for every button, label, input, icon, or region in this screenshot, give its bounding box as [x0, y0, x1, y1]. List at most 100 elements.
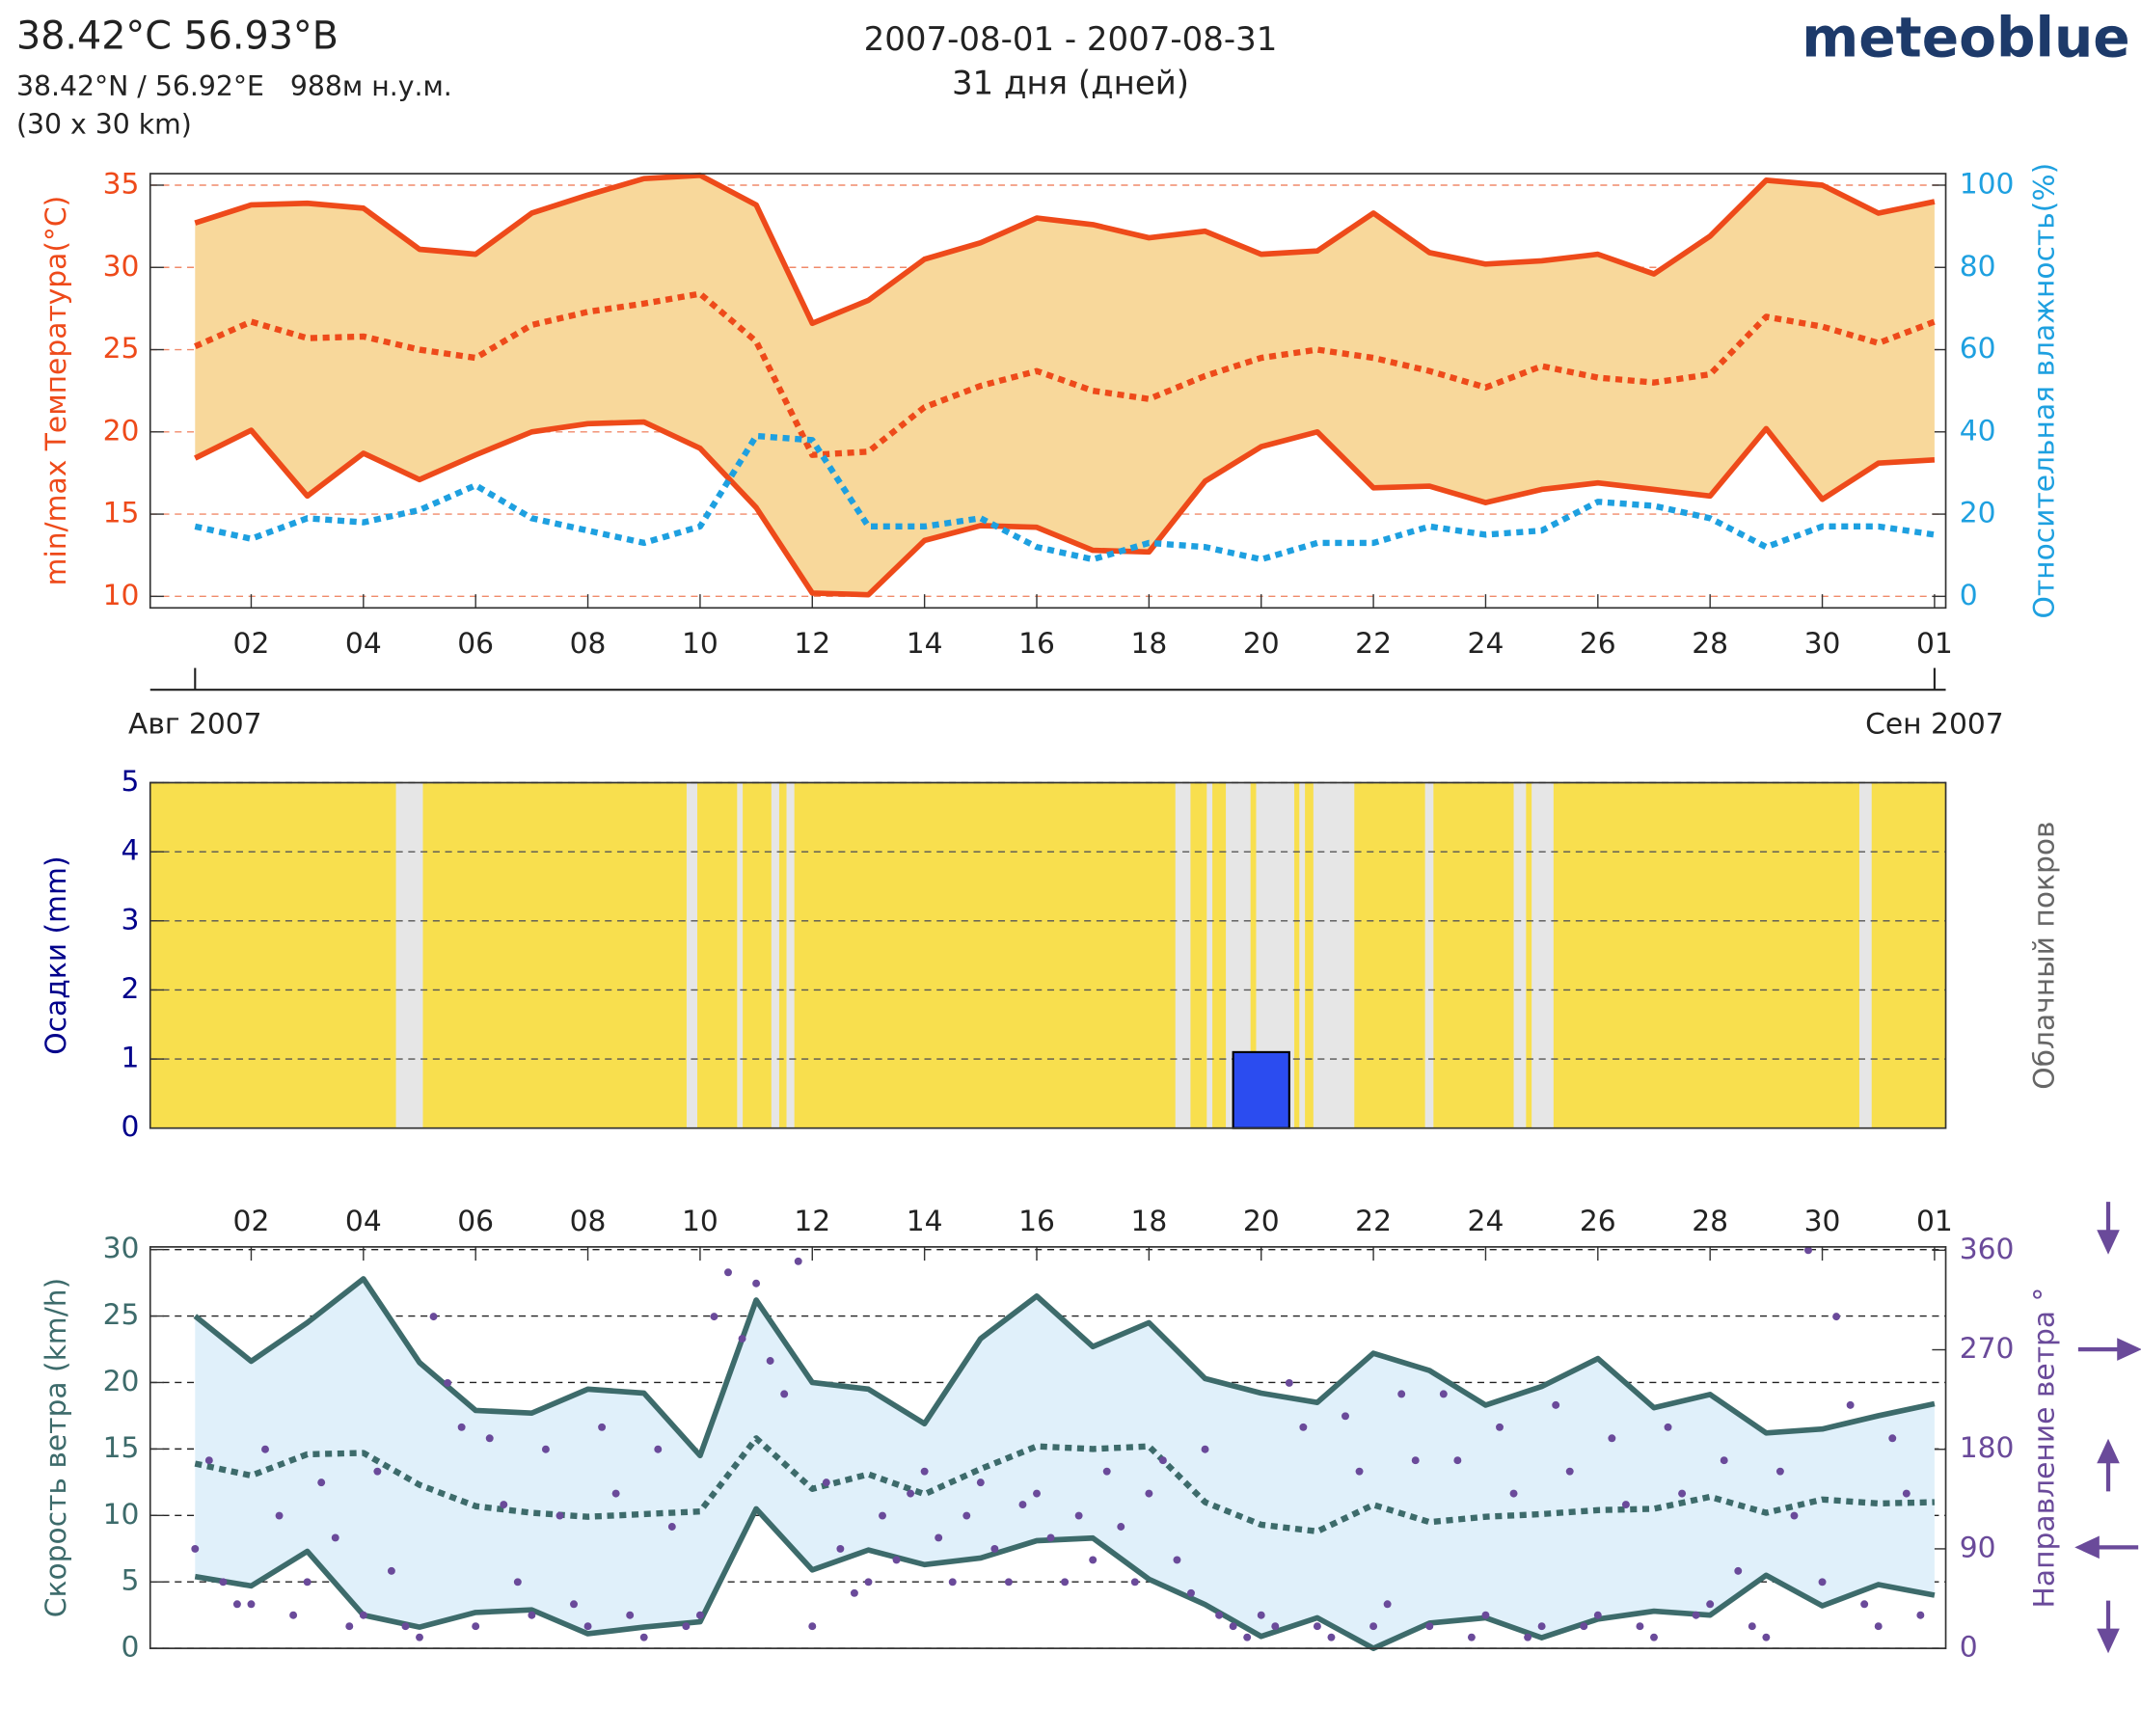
direction-dot [583, 1622, 592, 1631]
direction-dot [850, 1588, 858, 1597]
direction-dot [303, 1578, 312, 1587]
x-tick-label: 04 [345, 1205, 382, 1238]
x-tick-label: 12 [794, 627, 830, 661]
x-tick-label: 28 [1692, 1205, 1728, 1238]
y-tick-label: 3 [121, 903, 139, 936]
direction-dot [907, 1489, 915, 1498]
direction-dot [1775, 1467, 1784, 1476]
line [194, 419, 1936, 598]
direction-dot [1102, 1467, 1111, 1476]
wind-arrows [2074, 1202, 2141, 1654]
direction-dot [598, 1423, 607, 1431]
direction-dot [808, 1622, 817, 1631]
grid-size: (30 x 30 km) [16, 109, 192, 141]
direction-dot [1355, 1467, 1364, 1476]
direction-dot [654, 1445, 663, 1453]
direction-dot [401, 1622, 410, 1631]
arrow-head [2097, 1230, 2120, 1255]
direction-dot [1748, 1622, 1756, 1631]
direction-dot [1650, 1633, 1658, 1641]
range-fill [195, 1278, 1935, 1649]
direction-dot [738, 1335, 746, 1343]
direction-dot [331, 1533, 339, 1542]
direction-dot [990, 1544, 999, 1553]
direction-dot [611, 1489, 620, 1498]
plot-frame [149, 173, 1947, 610]
direction-dot [1664, 1423, 1672, 1431]
x-tick-label: 20 [1243, 627, 1280, 661]
direction-dot [1383, 1600, 1392, 1609]
direction-dot [1089, 1556, 1098, 1564]
direction-dot [541, 1445, 550, 1453]
direction-dot [1369, 1622, 1378, 1631]
chart-panel: 0 1 2 3 4 5 Осадки (mm) Облачный покров [40, 765, 2061, 1144]
location: 38.42°N / 56.92°E 988м н.у.м. [16, 70, 452, 102]
y2-tick-label: 100 [1960, 167, 2015, 201]
y-tick-label: 5 [121, 765, 139, 799]
direction-dot [1257, 1611, 1265, 1619]
direction-dot [1762, 1633, 1771, 1641]
direction-dot [1524, 1633, 1532, 1641]
direction-dot [724, 1268, 732, 1277]
direction-dot [317, 1478, 326, 1487]
direction-dot [261, 1445, 269, 1453]
y-tick-label: 10 [103, 1498, 140, 1532]
direction-dot [682, 1622, 691, 1631]
y2-tick-label: 270 [1960, 1332, 2015, 1366]
direction-dot [1832, 1313, 1841, 1321]
x-tick-label: 08 [570, 627, 607, 661]
direction-dot [1215, 1611, 1224, 1619]
direction-dot [892, 1556, 901, 1564]
y-tick-label: 35 [103, 167, 140, 201]
x-tick-label: 14 [907, 627, 943, 661]
y-tick-label: 20 [103, 1365, 140, 1398]
direction-dot [962, 1511, 971, 1520]
x-tick-label: 02 [233, 1205, 270, 1238]
coords-title: 38.42°C 56.93°B [16, 14, 339, 58]
direction-dot [752, 1279, 761, 1288]
x-tick-label: 18 [1130, 627, 1167, 661]
direction-dot [1790, 1511, 1799, 1520]
direction-dot [570, 1600, 578, 1609]
direction-dot [626, 1611, 635, 1619]
y-axis-title: Скорость ветра (km/h) [40, 1278, 73, 1617]
direction-dot [1229, 1622, 1237, 1631]
cloud-period [1299, 782, 1306, 1128]
direction-dot [1734, 1566, 1743, 1575]
y-tick-label: 25 [103, 332, 140, 366]
direction-dot [879, 1511, 886, 1520]
cloud-period [1424, 782, 1434, 1128]
direction-dot [1046, 1533, 1055, 1542]
cloud-period [1313, 782, 1355, 1128]
line [193, 1276, 1936, 1459]
direction-dot [948, 1578, 957, 1587]
direction-dot [1636, 1622, 1644, 1631]
direction-dot [457, 1423, 466, 1431]
direction-dot [1130, 1578, 1139, 1587]
direction-dot [1018, 1501, 1027, 1509]
direction-dot [500, 1501, 508, 1509]
y2-tick-label: 0 [1960, 1631, 1978, 1665]
direction-dot [1692, 1611, 1700, 1619]
x-tick-label: 06 [457, 1205, 494, 1238]
x-tick-label: 18 [1130, 1205, 1167, 1238]
direction-dot [345, 1622, 354, 1631]
direction-dot [1608, 1434, 1616, 1443]
line [194, 172, 1936, 327]
y2-axis-title: Направление ветра ° [2027, 1288, 2061, 1609]
y2-tick-label: 20 [1960, 497, 1996, 530]
y-tick-label: 10 [103, 579, 140, 612]
direction-dot [556, 1511, 564, 1520]
dotted-line [194, 1435, 1935, 1535]
direction-dot [1201, 1445, 1209, 1453]
direction-dot [472, 1622, 480, 1631]
y-axis-title: min/max Температура(°C) [40, 196, 73, 586]
direction-dot [1397, 1390, 1406, 1398]
x-tick-label: 08 [570, 1205, 607, 1238]
y2-axis-title: Относительная влажность(%) [2027, 163, 2061, 619]
direction-dot [1453, 1456, 1462, 1465]
direction-dot [247, 1600, 256, 1609]
direction-dot [1916, 1611, 1925, 1619]
